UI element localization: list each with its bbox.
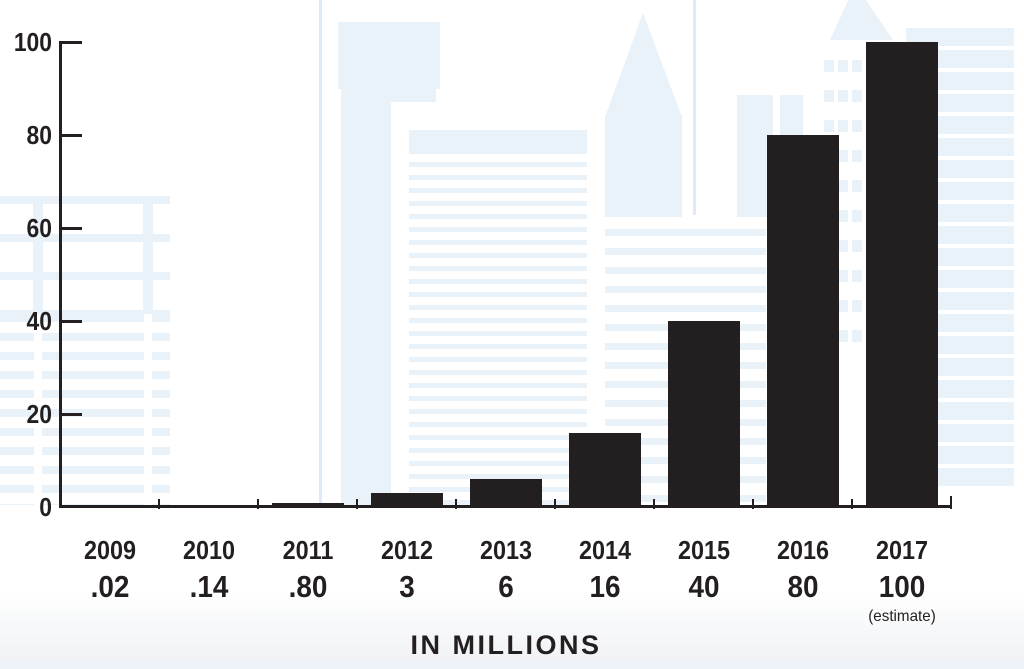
value-label-2014: 16 [588,569,621,604]
bar-2016 [766,135,839,507]
year-label-2015: 2015 [677,535,730,565]
y-tick-label-20: 20 [26,399,52,429]
x-tick [553,499,557,509]
building-column [143,196,153,314]
building-seam [144,314,152,505]
year-label-2009: 2009 [83,535,136,565]
value-label-2016: 80 [786,569,819,604]
year-label-2010: 2010 [182,535,235,565]
x-tick [751,499,755,509]
skyline-building-left-upper [0,196,170,314]
skyline-tower-cap [338,22,440,89]
y-tick [60,133,82,137]
year-label-2013: 2013 [479,535,532,565]
skyline-tower-shaft [341,100,391,505]
building-seam [34,314,42,505]
skyline-spire-body [605,115,682,217]
x-tick [949,496,953,509]
skyline-edge-line [693,0,696,215]
value-label-2017: 100 [878,569,925,604]
skyline-spire-peak [605,13,682,117]
bar-2015 [667,321,740,507]
y-tick-label-0: 0 [39,492,52,522]
skyline-building-left-lower [0,314,170,505]
year-label-2016: 2016 [776,535,829,565]
chart-title: IN MILLIONS [410,630,602,660]
skyline-striped-building-header [409,130,587,149]
value-label-2010: .14 [189,569,228,604]
year-label-2014: 2014 [578,535,631,565]
year-label-2017: 2017 [875,535,928,565]
y-tick [60,319,82,323]
value-label-2009: .02 [90,569,129,604]
x-tick [454,499,458,509]
y-axis-line [59,41,62,507]
x-tick [256,499,260,509]
year-label-2012: 2012 [380,535,433,565]
estimate-note: (estimate) [867,608,936,625]
bar-2010 [172,506,245,507]
value-label-2011: .80 [288,569,327,604]
y-tick-label-100: 100 [13,27,52,57]
building-column [33,196,43,314]
bar-2012 [370,493,443,507]
y-tick [60,40,82,44]
y-tick-label-60: 60 [26,213,52,243]
x-tick [157,499,161,509]
y-tick [60,412,82,416]
bottom-accent-strip [0,661,1024,669]
y-tick-label-80: 80 [26,120,52,150]
bar-2017 [865,42,938,507]
x-tick [652,499,656,509]
bar-2014 [568,432,641,507]
y-tick [60,226,82,230]
bar-2013 [469,479,542,507]
skyline-striped-building [409,149,587,505]
x-tick [355,499,359,509]
y-tick-label-40: 40 [26,306,52,336]
bottom-shadow-gradient [0,590,1024,661]
skyline-tower-ledge [341,89,436,102]
value-label-2015: 40 [687,569,720,604]
bar-2011 [271,503,344,507]
value-label-2013: 6 [497,569,514,604]
year-label-2011: 2011 [282,535,333,565]
x-tick [850,499,854,509]
skyline-antenna-line [319,0,322,505]
value-label-2012: 3 [398,569,415,604]
